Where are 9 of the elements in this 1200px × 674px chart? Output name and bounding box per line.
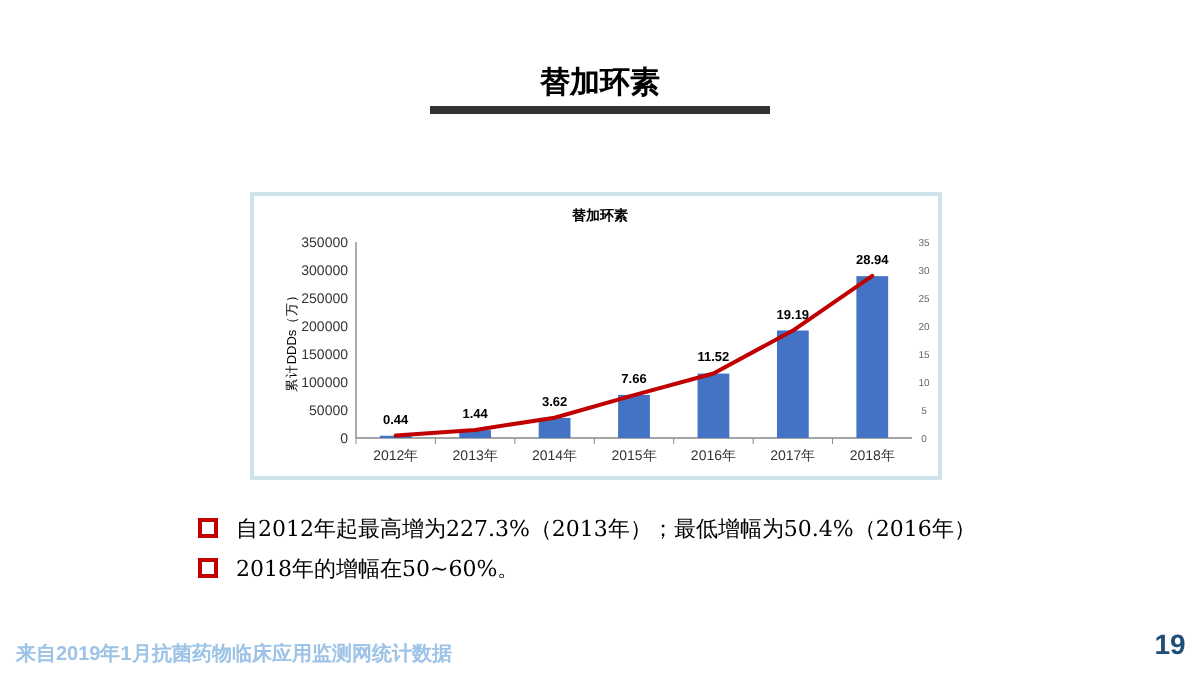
text: 19 [1154, 628, 1186, 660]
bar [856, 276, 889, 438]
text: 2018年的增幅在50~60%。 [236, 556, 520, 582]
chart-title: 替加环素 [538, 66, 660, 100]
bar [618, 394, 650, 438]
bar [776, 330, 809, 438]
text: 自2012年起最高增为227.3%（2013年）；最低增幅为50.4%（2016年） [236, 516, 976, 542]
bar [697, 373, 730, 438]
text: 来自2019年1月抗菌药物临床应用监测网统计数据 [14, 642, 452, 666]
